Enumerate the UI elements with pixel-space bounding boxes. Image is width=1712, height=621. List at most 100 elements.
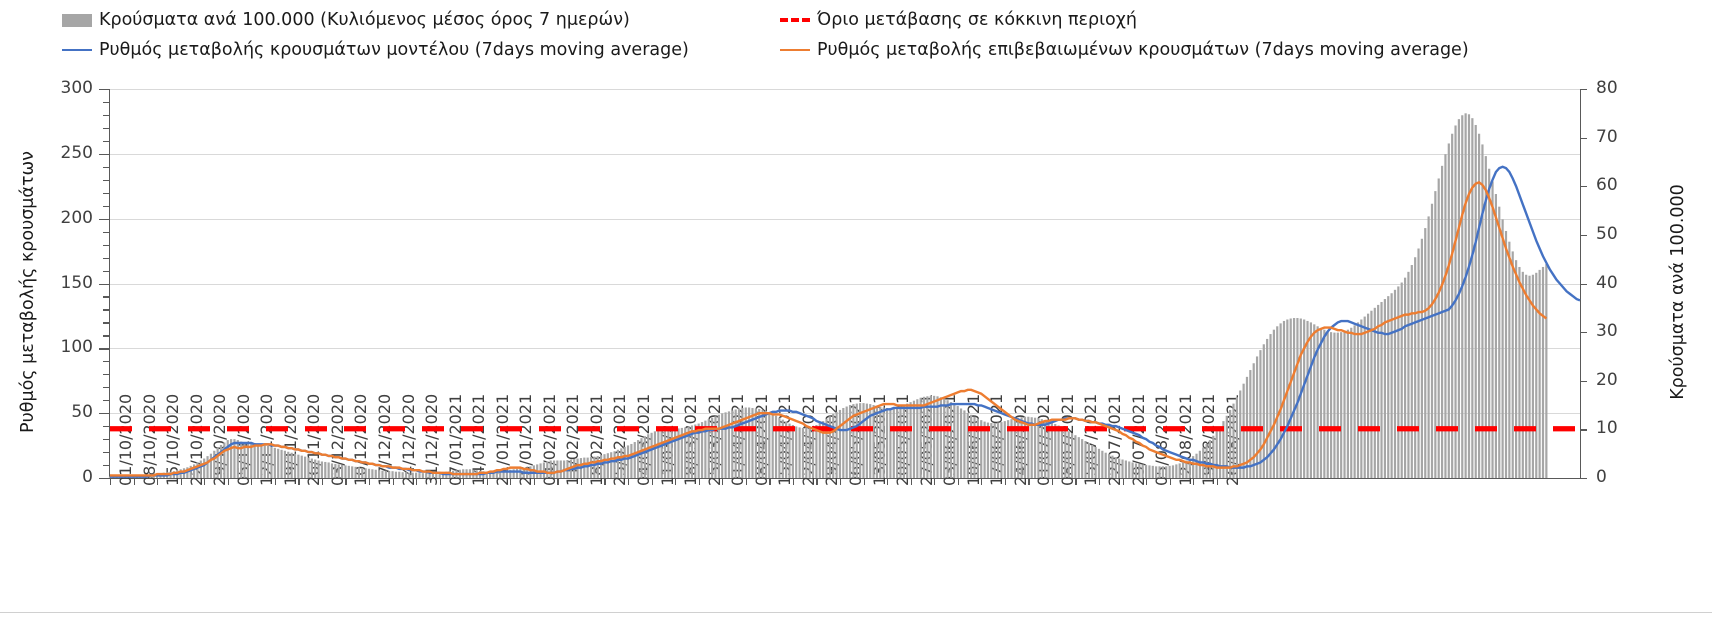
- gridline: [110, 89, 1580, 90]
- bar: [381, 470, 384, 478]
- bar: [764, 410, 768, 478]
- bar: [1266, 338, 1269, 478]
- x-axis-tick: [1169, 478, 1171, 485]
- bar: [344, 465, 347, 478]
- line-swatch-icon: [62, 49, 92, 51]
- bar: [549, 460, 552, 478]
- bar: [1070, 433, 1074, 478]
- gridline: [110, 348, 1580, 350]
- y-tick-label: 250: [60, 142, 93, 163]
- bar: [885, 407, 889, 478]
- legend-label-cases: Κρούσματα ανά 100.000 (Κυλιόμενος μέσος …: [99, 10, 630, 30]
- x-axis-tick: [392, 478, 394, 485]
- bar: [761, 409, 764, 478]
- bar: [1054, 424, 1057, 478]
- bar: [1306, 320, 1309, 478]
- bar: [768, 412, 771, 478]
- bar: [223, 442, 226, 478]
- axis-tick: [99, 413, 110, 415]
- x-axis-tick: [675, 478, 677, 485]
- x-axis-tick: [1146, 478, 1148, 485]
- axis-tick: [99, 153, 110, 156]
- axis-tick: [103, 439, 110, 441]
- bar: [953, 404, 956, 478]
- bar: [724, 412, 727, 478]
- bar: [1279, 323, 1282, 478]
- bar: [1192, 456, 1195, 478]
- axis-tick: [103, 244, 110, 246]
- bar: [1091, 444, 1094, 478]
- axis-tick: [103, 296, 110, 298]
- bar: [1252, 363, 1255, 478]
- x-axis-tick: [110, 478, 112, 485]
- bar: [1289, 318, 1292, 478]
- bar: [1064, 429, 1067, 479]
- x-axis-tick: [981, 478, 983, 485]
- bar: [663, 429, 667, 479]
- bar: [418, 473, 421, 478]
- bar: [996, 422, 1000, 478]
- bar: [1340, 332, 1343, 479]
- axis-tick: [103, 140, 110, 143]
- axis-tick: [103, 465, 110, 467]
- bar: [707, 419, 710, 478]
- bar: [933, 395, 936, 478]
- y-tick-label: 40: [1596, 272, 1618, 293]
- bar: [1437, 178, 1440, 478]
- legend-item-cases[interactable]: Κρούσματα ανά 100.000 (Κυλιόμενος μέσος …: [62, 10, 630, 30]
- legend-item-threshold[interactable]: Όριο μετάβασης σε κόκκινη περιοχή: [780, 10, 1137, 30]
- bar: [1444, 154, 1447, 478]
- bar: [1259, 350, 1262, 478]
- bar: [1373, 307, 1376, 478]
- bar: [1020, 417, 1023, 478]
- bar: [959, 408, 963, 478]
- axis-tick: [99, 283, 110, 285]
- bar: [337, 464, 340, 478]
- bar: [219, 444, 223, 478]
- x-axis-tick: [651, 478, 653, 485]
- bar: [1474, 124, 1477, 479]
- left-axis-title: Ρυθμός μεταβολής κρουσμάτων: [18, 151, 38, 433]
- bar: [916, 399, 919, 478]
- bar: [1118, 458, 1121, 478]
- bar: [411, 472, 414, 478]
- bar: [778, 417, 781, 478]
- bar: [751, 407, 754, 478]
- bar: [1498, 206, 1501, 479]
- bar: [785, 421, 788, 478]
- bar: [1013, 418, 1016, 478]
- bar: [637, 440, 640, 478]
- bar: [485, 471, 488, 478]
- bar: [1161, 466, 1164, 478]
- bar: [600, 455, 603, 478]
- bar: [1346, 329, 1349, 478]
- axis-tick: [103, 127, 110, 130]
- bar: [896, 407, 899, 478]
- legend-item-model[interactable]: Ρυθμός μεταβολής κρουσμάτων μοντέλου (7d…: [62, 40, 689, 60]
- bar: [1218, 426, 1222, 478]
- bar: [610, 452, 613, 478]
- y-tick-label: 70: [1596, 126, 1618, 147]
- bar: [509, 469, 512, 478]
- bar: [966, 412, 969, 478]
- axis-tick: [103, 166, 110, 168]
- bar: [1262, 344, 1265, 478]
- bar: [1353, 325, 1356, 478]
- x-axis-tick: [321, 478, 324, 485]
- bar: [1464, 113, 1467, 478]
- bar: [1430, 203, 1434, 478]
- bar: [1111, 455, 1114, 478]
- x-axis-tick: [345, 478, 347, 485]
- bar: [727, 411, 731, 478]
- bar: [922, 396, 926, 478]
- x-axis-tick: [533, 478, 536, 485]
- bar: [603, 454, 606, 478]
- bar: [367, 468, 371, 478]
- bar: [1131, 462, 1134, 478]
- bar: [1400, 282, 1403, 478]
- bar: [1047, 421, 1050, 478]
- bar: [714, 416, 717, 478]
- bar: [1033, 417, 1037, 478]
- bar: [199, 460, 202, 478]
- legend-item-confirmed[interactable]: Ρυθμός μεταβολής επιβεβαιωμένων κρουσμάτ…: [780, 40, 1469, 60]
